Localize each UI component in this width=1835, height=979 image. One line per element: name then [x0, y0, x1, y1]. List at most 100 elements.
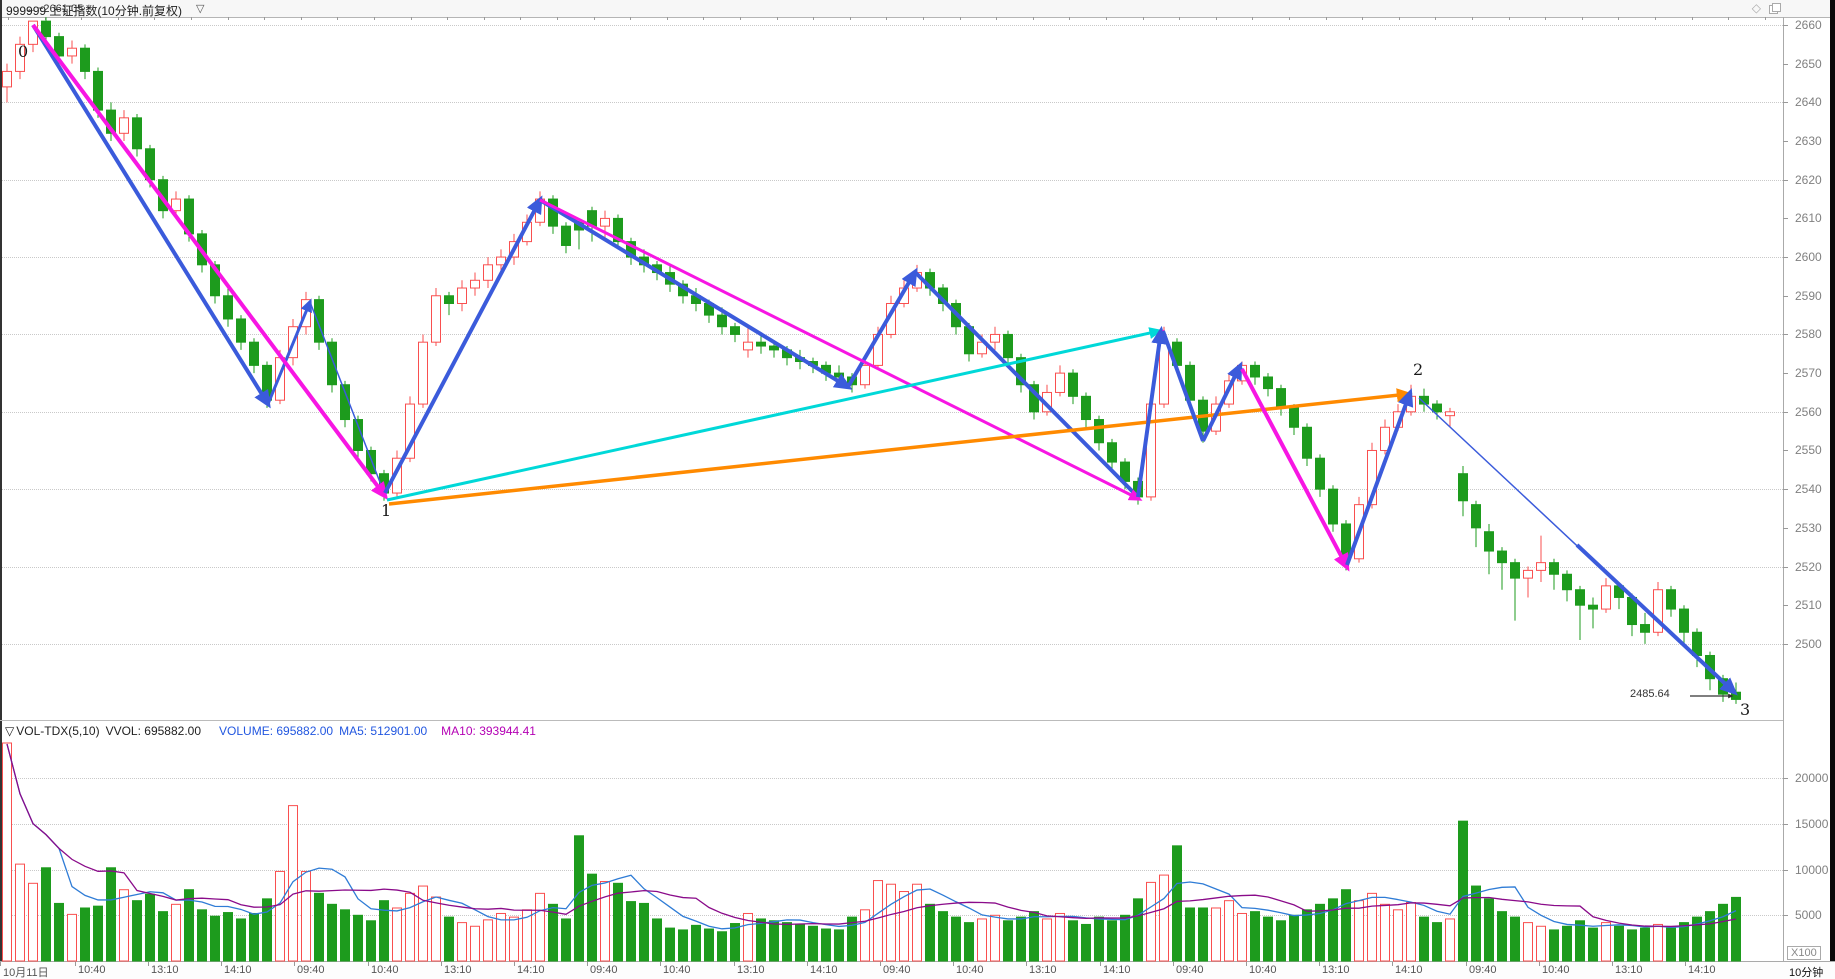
axis-tick	[1252, 17, 1254, 20]
candle	[1549, 558, 1559, 590]
axis-tick	[1783, 778, 1788, 780]
axis-tick	[1545, 17, 1547, 20]
axis-tick	[1783, 823, 1788, 825]
title-dropdown-icon[interactable]: ▽	[196, 3, 205, 15]
volume-bar	[535, 892, 545, 962]
low-price-annotation: 2485.64	[1630, 688, 1670, 700]
axis-tick	[1783, 869, 1788, 871]
axis-tick	[1069, 17, 1071, 20]
volume-bar	[145, 893, 155, 962]
volume-bar	[886, 883, 896, 962]
volume-bar	[1341, 889, 1351, 962]
candle	[444, 291, 454, 316]
left-window-border	[0, 0, 2, 961]
volume-bar	[1237, 912, 1247, 962]
volume-bar	[262, 898, 272, 962]
trend-annotation-line	[913, 270, 1138, 497]
volume-bar	[613, 882, 623, 962]
volume-bar	[899, 891, 909, 962]
candle	[1679, 605, 1689, 644]
volume-bar	[1185, 907, 1195, 962]
price-axis-label: 2550	[1795, 443, 1822, 458]
period-selector[interactable]: 10分钟	[1789, 967, 1824, 979]
volume-bar	[366, 920, 376, 962]
candle	[1328, 485, 1338, 532]
candle	[1562, 570, 1572, 602]
candle	[2, 63, 12, 103]
volume-bar	[1315, 903, 1325, 962]
candle	[1289, 404, 1299, 436]
axis-tick	[1106, 17, 1107, 20]
time-axis: 10月11日 10:40 13:10 14:10 09:40 10:40 13:10 14:1…	[0, 962, 1835, 979]
cascade-windows-icon[interactable]	[1769, 3, 1781, 14]
price-axis-label: 2510	[1795, 598, 1822, 613]
volume-bar	[353, 914, 363, 962]
candle	[223, 288, 233, 327]
candle	[483, 257, 493, 289]
axis-tick	[666, 17, 668, 20]
axis-tick	[959, 17, 961, 20]
volume-bar	[1029, 911, 1039, 962]
axis-tick	[1783, 102, 1788, 104]
axis-tick	[1691, 17, 1693, 20]
panel-separator	[0, 720, 1783, 721]
axis-tick	[300, 17, 302, 20]
price-axis-label: 2530	[1795, 520, 1822, 535]
volume-bar	[548, 903, 558, 962]
candle	[340, 380, 350, 428]
candle	[15, 36, 25, 80]
axis-tick	[1783, 450, 1788, 452]
volume-bar	[1432, 922, 1442, 962]
volume-bar	[652, 918, 662, 962]
volume-bar	[808, 925, 818, 962]
volume-bar	[509, 916, 519, 962]
volume-bar	[418, 885, 428, 962]
volume-bar	[821, 928, 831, 962]
volume-bar	[1458, 820, 1468, 962]
candle	[1666, 585, 1676, 617]
volume-bar	[860, 909, 870, 962]
volume-bar	[1276, 920, 1286, 962]
volume-collapse-icon[interactable]: ▽	[5, 724, 15, 738]
volume-bar	[1003, 920, 1013, 962]
volume-bar	[665, 927, 675, 962]
time-axis-label: 14:10	[1103, 964, 1131, 976]
volume-bar	[444, 916, 454, 962]
price-axis-label: 2650	[1795, 56, 1822, 71]
volume-bar	[1146, 881, 1156, 962]
axis-tick	[1179, 17, 1181, 20]
volume-gridline	[2, 823, 1783, 825]
axis-tick	[1783, 25, 1788, 26]
candle	[1536, 535, 1546, 582]
volume-bar	[769, 920, 779, 962]
volume-bar	[288, 805, 298, 962]
pivot-label-2: 2	[1413, 360, 1424, 379]
volume-bar	[1536, 925, 1546, 962]
axis-tick	[1783, 605, 1788, 607]
volume-bar	[678, 929, 688, 962]
diamond-icon[interactable]: ◇	[1751, 1, 1761, 15]
axis-tick	[1289, 17, 1290, 20]
candle	[119, 110, 129, 142]
time-axis-label: 10:40	[1249, 964, 1277, 976]
time-axis-label: 09:40	[590, 964, 618, 976]
volume-bar	[1133, 898, 1143, 962]
volume-bar	[496, 912, 506, 962]
volume-bar	[483, 919, 493, 962]
volume-bar	[340, 909, 350, 962]
volume-axis-label: 20000	[1795, 771, 1829, 786]
candle	[769, 342, 779, 358]
time-axis-label: 09:40	[297, 964, 325, 976]
candle	[1263, 373, 1273, 397]
volume-bar	[1445, 918, 1455, 962]
volume-gridline	[2, 778, 1783, 780]
price-gridline	[2, 179, 1783, 181]
candle	[1653, 581, 1663, 637]
right-window-border	[1830, 0, 1835, 979]
volume-bar	[210, 915, 220, 962]
time-axis-label: 13:10	[444, 964, 472, 976]
axis-tick	[1435, 17, 1437, 20]
axis-tick	[1783, 218, 1788, 220]
volume-bar	[1575, 920, 1585, 962]
